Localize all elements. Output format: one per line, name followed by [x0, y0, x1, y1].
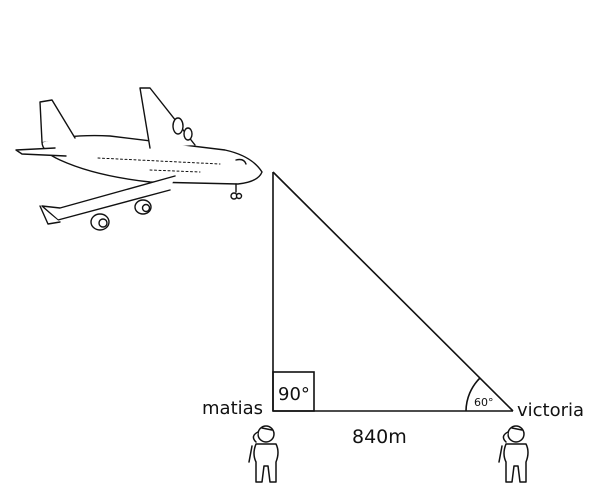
person-icon: [248, 425, 279, 483]
right-angle-label: 90°: [278, 384, 310, 405]
angle-arc: [465, 377, 481, 412]
right-person-label: victoria: [517, 400, 584, 421]
angle-label: 60°: [474, 396, 494, 409]
right-triangle: [272, 171, 514, 412]
hypotenuse: [272, 171, 514, 412]
right-angle-marker: [272, 371, 315, 412]
left-person-label: matias: [202, 398, 263, 419]
airplane-icon: [15, 87, 263, 231]
person-icon: [498, 425, 529, 483]
base-distance-label: 840m: [352, 426, 407, 448]
